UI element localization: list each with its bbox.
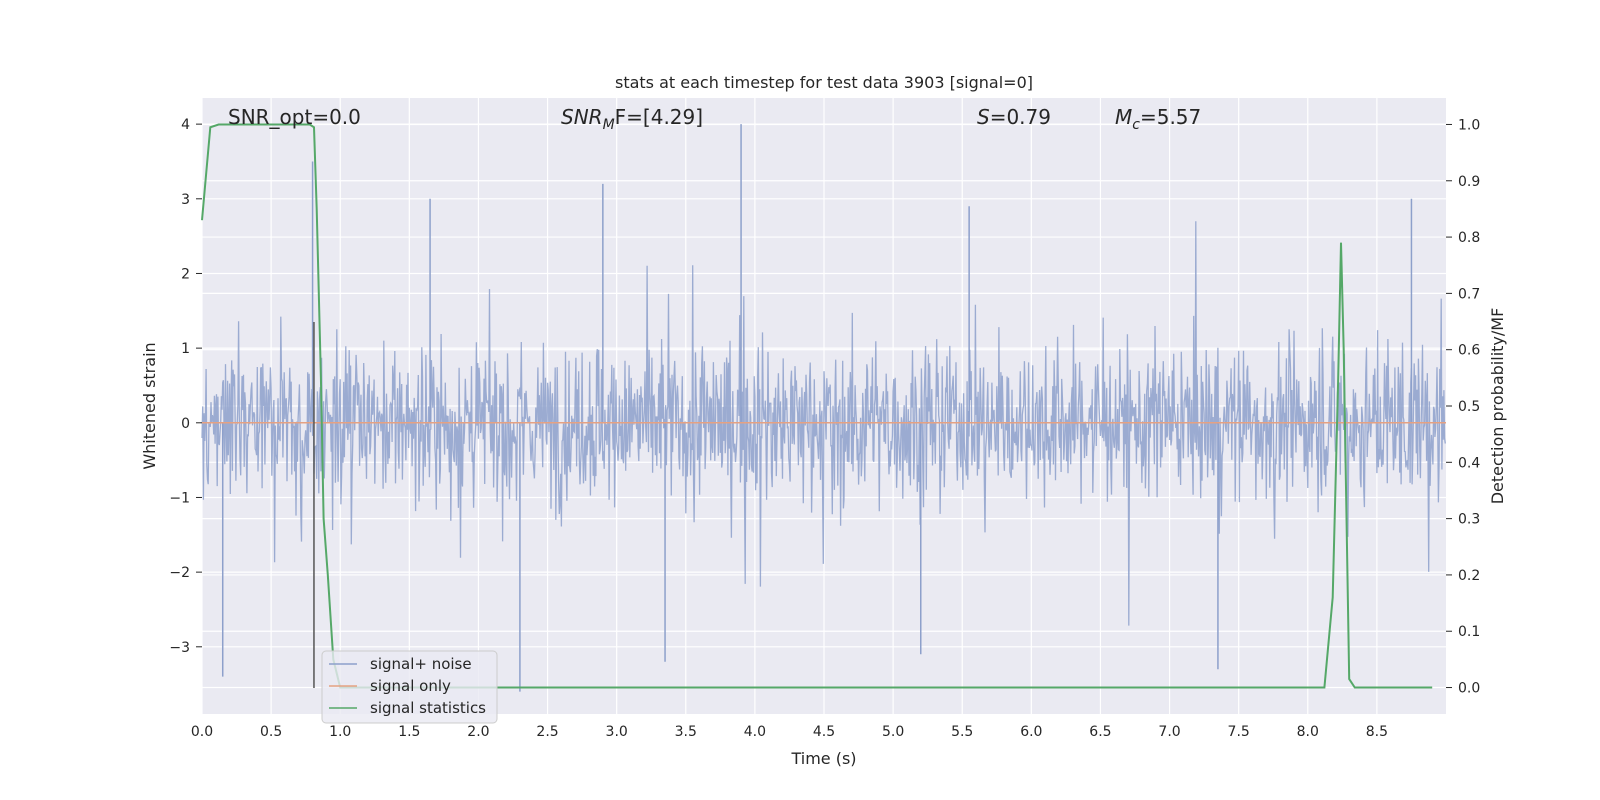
x-tick-label: 6.0 xyxy=(1020,724,1042,740)
x-tick-label: 0.5 xyxy=(260,724,282,740)
annotation-s-stat: S=0.79 xyxy=(977,105,1051,129)
x-tick-label: 4.5 xyxy=(813,724,835,740)
x-tick-label: 6.5 xyxy=(1089,724,1111,740)
y2-tick-label: 0.9 xyxy=(1458,174,1480,190)
x-tick-label: 8.0 xyxy=(1297,724,1319,740)
y2-tick-label: 0.1 xyxy=(1458,624,1480,640)
y2-tick-label: 1.0 xyxy=(1458,117,1480,133)
y-tick-label: −2 xyxy=(169,565,190,581)
y-tick-label: 3 xyxy=(181,192,190,208)
y2-tick-label: 0.8 xyxy=(1458,230,1480,246)
axis-ticks: 0.0 0.5 1.0 1.5 2.0 2.5 3.0 3.5 4.0 4.5 5.0 5.5 6.0 6… xyxy=(169,117,1480,740)
x-tick-label: 2.5 xyxy=(536,724,558,740)
x-tick-label: 5.5 xyxy=(951,724,973,740)
y2-tick-label: 0.4 xyxy=(1458,455,1480,471)
y2-tick-label: 0.6 xyxy=(1458,343,1480,359)
annotation-snr-mf: SNRMF=[4.29] xyxy=(561,105,703,133)
y2-tick-label: 0.7 xyxy=(1458,286,1480,302)
y2-tick-label: 0.0 xyxy=(1458,681,1480,697)
x-tick-label: 0.0 xyxy=(191,724,213,740)
y2-axis-label: Detection probability/MF xyxy=(1488,308,1507,505)
legend-label-signal-statistics: signal statistics xyxy=(370,699,486,717)
x-tick-label: 1.0 xyxy=(329,724,351,740)
annotation-s-value: =0.79 xyxy=(990,105,1051,129)
x-tick-label: 4.0 xyxy=(744,724,766,740)
x-axis-label: Time (s) xyxy=(790,749,856,768)
annotation-snr-mf-tail: F=[4.29] xyxy=(615,105,703,129)
y2-tick-label: 0.3 xyxy=(1458,512,1480,528)
x-tick-label: 2.0 xyxy=(467,724,489,740)
y-axis-label: Whitened strain xyxy=(140,342,159,469)
x-tick-label: 7.0 xyxy=(1158,724,1180,740)
x-tick-label: 1.5 xyxy=(398,724,420,740)
y-tick-label: 2 xyxy=(181,266,190,282)
y2-tick-label: 0.5 xyxy=(1458,399,1480,415)
noise-trace xyxy=(201,221,1446,626)
legend-box xyxy=(321,650,498,724)
y-tick-label: 0 xyxy=(181,416,190,432)
y-tick-label: −1 xyxy=(169,490,190,506)
x-tick-label: 8.5 xyxy=(1366,724,1388,740)
x-tick-label: 7.5 xyxy=(1228,724,1250,740)
annotation-mc: Mc=5.57 xyxy=(1115,105,1201,133)
legend-label-signal-only: signal only xyxy=(370,677,451,695)
x-tick-label: 3.5 xyxy=(675,724,697,740)
annotation-mc-sub: c xyxy=(1132,117,1140,133)
y-tick-label: −3 xyxy=(169,640,190,656)
legend-label-signal-noise: signal+ noise xyxy=(370,655,472,673)
annotation-mc-base: M xyxy=(1115,105,1132,129)
legend: signal+ noise signal only signal statist… xyxy=(321,650,498,724)
y-tick-label: 1 xyxy=(181,341,190,357)
x-tick-label: 3.0 xyxy=(606,724,628,740)
annotation-s-var: S xyxy=(977,105,990,129)
annotation-mc-tail: =5.57 xyxy=(1140,105,1201,129)
y2-tick-label: 0.2 xyxy=(1458,568,1480,584)
chart-title: stats at each timestep for test data 390… xyxy=(615,73,1033,92)
y-tick-label: 4 xyxy=(181,117,190,133)
series-signal-noise xyxy=(201,124,1446,692)
annotation-snr-mf-base: SNR xyxy=(561,105,603,129)
x-tick-label: 5.0 xyxy=(882,724,904,740)
annotation-snr-mf-sub: M xyxy=(603,117,615,133)
annotation-snr-opt: SNR_opt=0.0 xyxy=(228,105,361,129)
